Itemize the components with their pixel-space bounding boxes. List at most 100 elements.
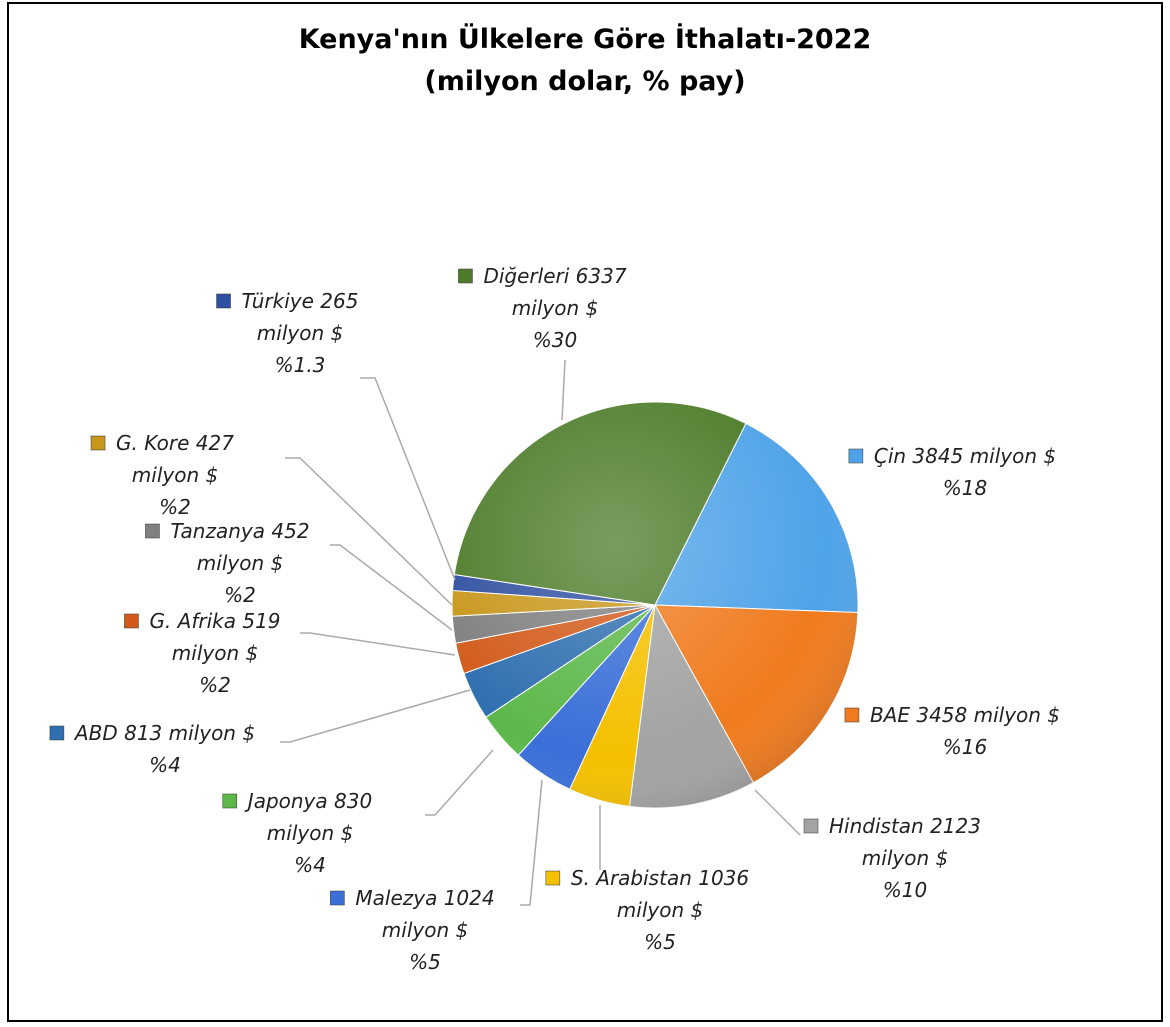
data-label: %2 <box>159 495 191 519</box>
legend-swatch <box>330 890 345 906</box>
chart-subtitle: (milyon dolar, % pay) <box>424 66 745 97</box>
leader-line <box>754 789 801 836</box>
label-part: 813 <box>124 721 162 745</box>
label-part: %18 <box>943 476 987 500</box>
legend-swatch <box>90 435 106 451</box>
leader-line <box>280 689 471 743</box>
label-part: milyon $ <box>132 463 218 487</box>
data-label: milyon $ <box>172 641 258 665</box>
legend-swatch <box>848 448 864 464</box>
data-label: Türkiye 265 <box>242 289 359 313</box>
label-part: G. Afrika <box>149 609 236 633</box>
data-label: %4 <box>294 853 326 877</box>
data-label: milyon $ <box>617 898 703 922</box>
label-part: BAE <box>870 703 910 727</box>
leader-line <box>425 749 494 816</box>
label-part: Diğerleri <box>483 264 569 288</box>
label-part: 2123 <box>930 814 981 838</box>
label-part: milyon $ <box>862 846 948 870</box>
data-label: milyon $ <box>862 846 948 870</box>
label-part: milyon $ <box>172 641 258 665</box>
data-label: Japonya 830 <box>244 789 372 813</box>
label-part: Tanzanya <box>170 519 265 543</box>
data-label: S. Arabistan 1036 <box>571 866 749 890</box>
label-part: %2 <box>159 495 191 519</box>
label-part: %30 <box>533 328 577 352</box>
data-label: %18 <box>943 476 987 500</box>
data-label: Hindistan 2123 <box>829 814 981 838</box>
legend-swatch <box>222 793 238 809</box>
data-label: G. Kore 427 <box>116 431 234 455</box>
label-part: milyon $ <box>197 551 283 575</box>
data-label: %30 <box>533 328 577 352</box>
data-label: %5 <box>644 930 676 954</box>
label-part: 3458 <box>916 703 967 727</box>
legend-swatch <box>49 725 65 741</box>
label-part: %1.3 <box>275 353 326 377</box>
label-part: %4 <box>149 753 181 777</box>
data-label: milyon $ <box>382 918 468 942</box>
leader-line <box>561 359 566 421</box>
data-label: Diğerleri 6337 <box>483 264 626 288</box>
label-part: S. Arabistan <box>571 866 692 890</box>
data-label: milyon $ <box>257 321 343 345</box>
label-part: %5 <box>409 950 441 974</box>
label-part: Malezya <box>355 886 437 910</box>
label-part: %2 <box>199 673 231 697</box>
label-part: milyon $ <box>267 821 353 845</box>
label-part: 830 <box>334 789 372 813</box>
chart-title: Kenya'nın Ülkelere Göre İthalatı-2022 <box>299 22 872 55</box>
legend-swatch <box>545 870 561 886</box>
data-label: milyon $ <box>132 463 218 487</box>
label-part: Türkiye <box>242 289 314 313</box>
legend-swatch <box>216 293 231 309</box>
legend-swatch <box>458 268 473 284</box>
label-part: milyon $ <box>382 918 468 942</box>
label-part: %10 <box>883 878 927 902</box>
data-label: milyon $ <box>512 296 598 320</box>
leader-line <box>330 544 453 631</box>
legend-swatch <box>803 818 819 834</box>
label-part: 519 <box>242 609 280 633</box>
data-label: %2 <box>199 673 231 697</box>
data-label: %2 <box>224 583 256 607</box>
data-label: BAE 3458 milyon $ <box>870 703 1060 727</box>
data-label: Çin 3845 milyon $ <box>874 444 1056 468</box>
data-label: Tanzanya 452 <box>170 519 309 543</box>
label-part: 1024 <box>444 886 495 910</box>
label-part: Hindistan <box>829 814 924 838</box>
leader-line <box>360 377 456 581</box>
data-label: Malezya 1024 <box>355 886 494 910</box>
label-part: milyon $ <box>617 898 703 922</box>
label-part: milyon $ <box>257 321 343 345</box>
data-label: milyon $ <box>197 551 283 575</box>
label-part: milyon $ <box>512 296 598 320</box>
legend-swatch <box>145 523 160 539</box>
label-part: %4 <box>294 853 326 877</box>
chart-border <box>7 2 1163 1022</box>
label-part: 6337 <box>576 264 627 288</box>
data-label: milyon $ <box>267 821 353 845</box>
label-part: Japonya <box>244 789 328 813</box>
label-part: milyon $ <box>970 444 1056 468</box>
leader-line <box>285 457 453 606</box>
label-part: 3845 <box>912 444 963 468</box>
data-label: %10 <box>883 878 927 902</box>
data-label: G. Afrika 519 <box>149 609 280 633</box>
label-part: ABD <box>73 721 118 745</box>
data-label: %5 <box>409 950 441 974</box>
label-part: milyon $ <box>974 703 1060 727</box>
leader-line <box>300 632 456 656</box>
leader-line <box>520 779 543 906</box>
data-label: %4 <box>149 753 181 777</box>
label-part: 265 <box>320 289 358 313</box>
label-part: G. Kore <box>116 431 189 455</box>
label-part: Çin <box>874 444 906 468</box>
label-part: %5 <box>644 930 676 954</box>
label-part: 452 <box>271 519 309 543</box>
data-label: %1.3 <box>275 353 326 377</box>
label-part: milyon $ <box>169 721 255 745</box>
data-label: %16 <box>943 735 987 759</box>
data-label: ABD 813 milyon $ <box>73 721 255 745</box>
